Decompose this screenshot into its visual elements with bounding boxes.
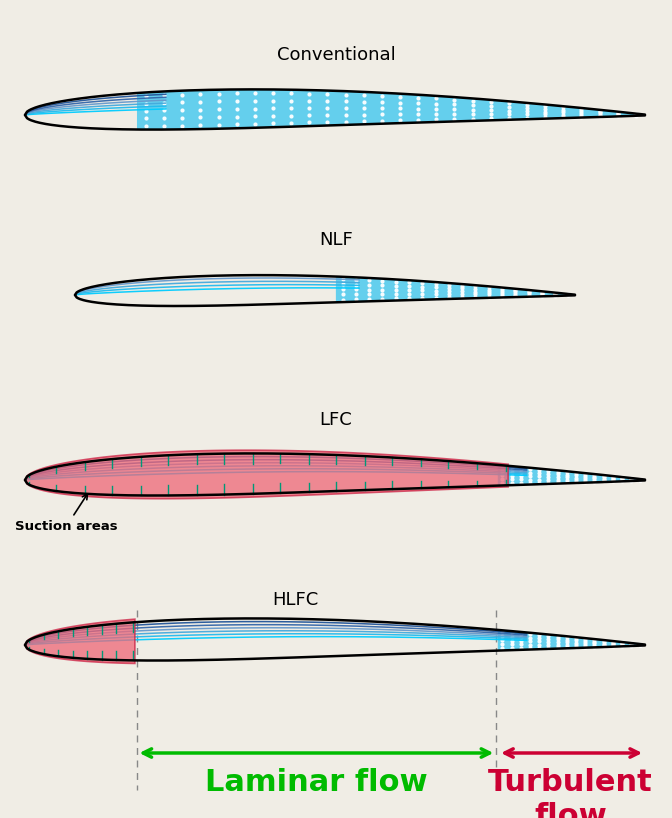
Text: Suction areas: Suction areas [15,494,118,533]
Polygon shape [336,276,575,302]
Polygon shape [25,450,508,499]
Polygon shape [498,630,645,650]
Text: Conventional: Conventional [277,46,395,64]
Polygon shape [25,619,135,663]
Text: Turbulent
flow: Turbulent flow [489,768,653,818]
Text: LFC: LFC [320,411,352,429]
Polygon shape [137,89,645,129]
Text: Laminar flow: Laminar flow [205,768,427,797]
Text: HLFC: HLFC [272,591,318,609]
Text: NLF: NLF [319,231,353,249]
Polygon shape [498,465,645,486]
